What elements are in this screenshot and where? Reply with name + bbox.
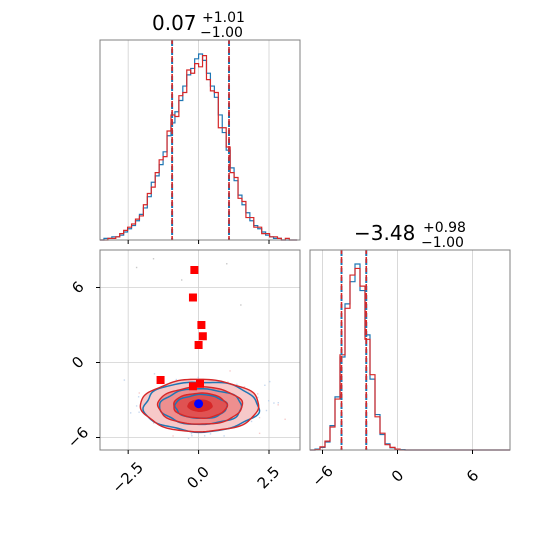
- joint-sample-point: [258, 432, 261, 435]
- joint-sample-point: [258, 416, 261, 419]
- joint-sample-point: [277, 402, 280, 404]
- joint-x-tick-label-2: 2.5: [254, 463, 284, 493]
- joint-sample-point: [277, 404, 279, 406]
- joint-sample-point: [209, 433, 212, 435]
- blue-point-marker: [194, 399, 204, 409]
- title-y: −3.48 +0.98 −1.00: [354, 220, 466, 251]
- joint-sample-point: [229, 370, 231, 372]
- joint-sample-point: [152, 422, 155, 424]
- joint-y-tick-label-1: 0: [68, 353, 87, 372]
- hist-y-tick-label-1: 0: [388, 466, 407, 485]
- joint-x-tick-label-1: 0.0: [183, 463, 213, 493]
- joint-sample-point: [243, 386, 246, 388]
- joint-y-tick-label-0: 6: [68, 278, 87, 297]
- joint-sample-point: [138, 392, 140, 394]
- joint-sample-point: [284, 418, 286, 420]
- joint-sample-point: [96, 391, 97, 392]
- joint-sample-point: [191, 435, 193, 437]
- joint-sample-point: [153, 373, 156, 375]
- contour-red-3: [139, 378, 260, 433]
- title-x-value: 0.07: [152, 11, 197, 35]
- red-square-marker: [190, 266, 199, 274]
- title-x: 0.07 +1.01 −1.00: [152, 10, 245, 41]
- joint-stray-sample-1: [152, 258, 155, 260]
- joint-x-tick-label-0: −2.5: [108, 458, 146, 496]
- joint-sample-point: [227, 381, 229, 383]
- hist-y-tick-label-0: −6: [308, 462, 336, 490]
- red-square-marker: [197, 321, 206, 329]
- joint-sample-point: [197, 376, 199, 379]
- contour-red-1: [173, 392, 229, 419]
- red-square-marker: [188, 382, 197, 391]
- hist-x-frame: [99, 39, 301, 241]
- joint-sample-point: [190, 433, 193, 435]
- joint-sample-point: [265, 409, 268, 412]
- joint-sample-point: [236, 383, 238, 386]
- contour-red-2: [156, 385, 244, 425]
- red-square-marker: [194, 341, 203, 349]
- title-y-minus: −1.00: [421, 235, 464, 251]
- joint-stray-sample-2: [226, 263, 228, 265]
- red-square-marker: [198, 332, 207, 341]
- joint-sample-point: [187, 437, 190, 440]
- hist-y-series-1: [310, 267, 510, 451]
- joint-sample-point: [269, 380, 271, 383]
- joint-sample-point: [256, 393, 259, 395]
- joint-y-tick-label-2: −6: [64, 423, 92, 451]
- joint-stray-sample-4: [240, 304, 242, 306]
- joint-content: [96, 258, 286, 440]
- joint-sample-point: [123, 379, 126, 381]
- joint-sample-point: [264, 384, 266, 386]
- title-x-plus: +1.01: [202, 10, 245, 26]
- joint-stray-sample-0: [135, 266, 138, 269]
- red-square-marker: [196, 379, 204, 388]
- hist-y-tick-label-2: 6: [463, 466, 482, 485]
- title-y-value: −3.48: [354, 221, 415, 245]
- title-y-plus: +0.98: [423, 220, 466, 236]
- joint-stray-sample-3: [180, 279, 183, 281]
- title-x-minus: −1.00: [200, 25, 243, 41]
- red-square-marker: [188, 293, 197, 302]
- joint-sample-point: [129, 412, 132, 414]
- joint-sample-point: [137, 396, 140, 398]
- joint-sample-point: [223, 435, 225, 437]
- joint-sample-point: [138, 411, 140, 413]
- joint-sample-point: [267, 400, 270, 402]
- contour-blue-1: [174, 393, 229, 419]
- joint-contour-panel: −2.5 0.0 2.5 6 0 −6: [64, 249, 301, 497]
- joint-sample-point: [273, 402, 275, 404]
- hist-y-frame: [309, 249, 511, 451]
- joint-sample-point: [257, 396, 259, 399]
- histogram-x-panel: [99, 39, 301, 244]
- joint-sample-point: [250, 420, 253, 423]
- histogram-y-panel: −6 0 6: [308, 249, 511, 490]
- joint-frame: [99, 249, 301, 451]
- joint-sample-point: [203, 435, 206, 437]
- contour-blue-2: [158, 388, 243, 426]
- joint-sample-point: [135, 405, 138, 407]
- joint-sample-point: [172, 435, 174, 437]
- red-square-marker: [156, 376, 165, 384]
- joint-sample-point: [175, 378, 178, 381]
- hist-x-series-1: [100, 55, 298, 241]
